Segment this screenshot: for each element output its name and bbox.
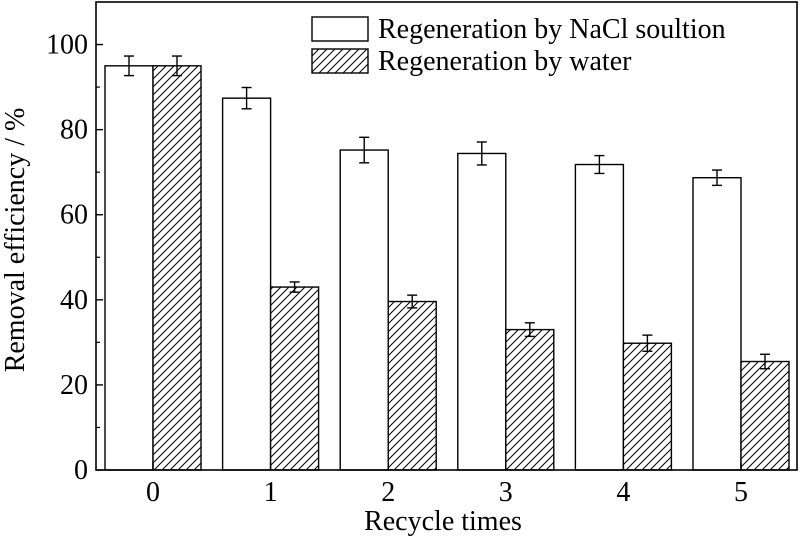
y-axis: 0 20 40 60 80 100 <box>46 30 103 486</box>
bar-nacl-1 <box>221 97 272 471</box>
legend-label-water: Regeneration by water <box>378 46 632 77</box>
bar-water-2 <box>387 300 437 471</box>
bar-water-4 <box>622 342 673 471</box>
bar-water-1 <box>269 286 320 471</box>
error-bar-nacl-0 <box>124 55 134 77</box>
y-tick-label: 80 <box>60 115 88 146</box>
y-tick-label: 100 <box>46 30 88 61</box>
y-axis-title: Removal efficiency / % <box>0 108 31 373</box>
bar-nacl-5 <box>692 177 742 471</box>
x-tick-label: 5 <box>734 477 748 508</box>
legend-swatch-nacl <box>311 16 369 42</box>
y-tick-label: 40 <box>60 285 88 316</box>
error-bar-water-4 <box>642 334 653 352</box>
error-bar-nacl-5 <box>712 169 722 187</box>
bar-nacl-3 <box>457 152 507 471</box>
error-bar-water-0 <box>172 55 182 77</box>
legend-swatch-water <box>311 48 369 74</box>
legend-label-nacl: Regeneration by NaCl soultion <box>378 14 726 45</box>
bar-nacl-4 <box>574 163 625 471</box>
error-bar-water-2 <box>407 294 418 309</box>
x-tick-label: 4 <box>616 477 630 508</box>
legend: Regeneration by NaCl soultion Regenerati… <box>311 14 726 77</box>
error-bar-nacl-3 <box>476 141 487 166</box>
bar-water-0 <box>152 65 202 471</box>
bar-water-3 <box>505 328 555 471</box>
bar-water-5 <box>740 360 790 471</box>
plot-frame <box>95 1 798 471</box>
y-tick-label: 0 <box>74 455 88 486</box>
error-bar-nacl-1 <box>241 86 252 110</box>
bar-nacl-2 <box>339 149 389 471</box>
x-tick-label: 3 <box>499 477 513 508</box>
y-tick-label: 60 <box>60 200 88 231</box>
error-bar-water-1 <box>289 281 300 293</box>
bars-layer <box>104 65 790 471</box>
x-tick-label: 2 <box>381 477 395 508</box>
error-bar-water-5 <box>760 353 770 370</box>
y-tick-label: 20 <box>60 370 88 401</box>
error-bars-layer <box>124 55 770 370</box>
bar-nacl-0 <box>104 65 154 471</box>
x-axis-title: Recycle times <box>364 506 522 537</box>
error-bar-nacl-2 <box>359 136 370 164</box>
error-bar-water-3 <box>524 322 535 338</box>
error-bar-nacl-4 <box>594 154 605 175</box>
x-tick-label: 1 <box>264 477 278 508</box>
x-tick-label: 0 <box>146 477 160 508</box>
x-axis: 0 1 2 3 4 5 <box>146 463 748 508</box>
